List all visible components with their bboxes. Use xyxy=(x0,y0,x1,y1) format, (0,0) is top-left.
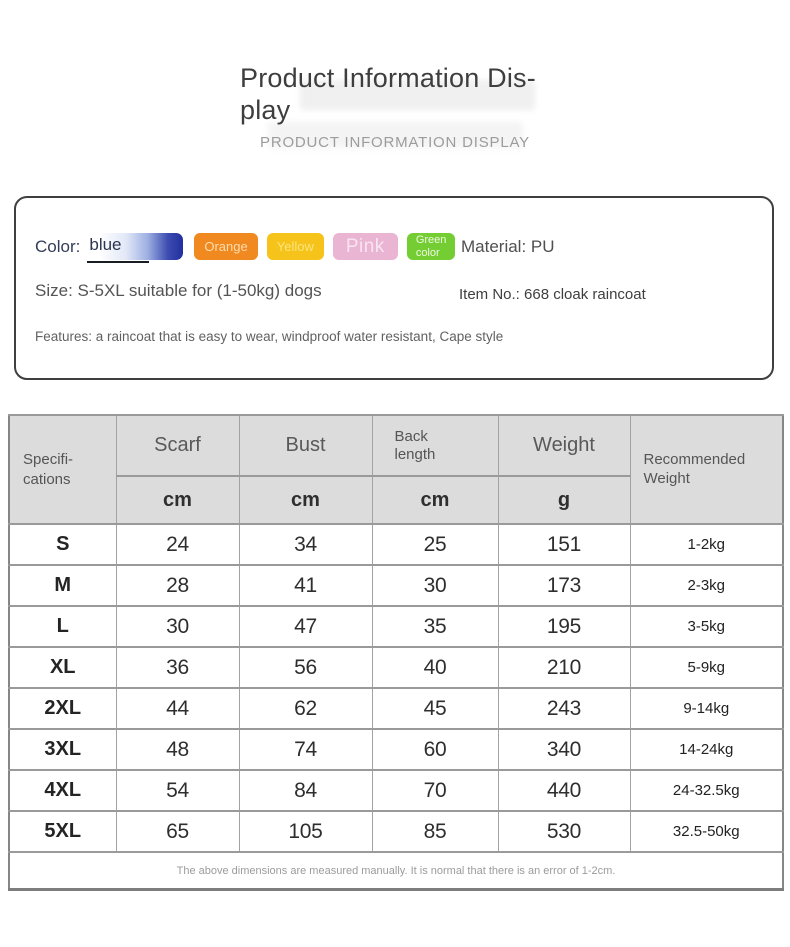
unit-scarf: cm xyxy=(115,475,240,525)
scarf-value: 48 xyxy=(115,728,240,771)
size-chart-table: Specifi- cations Scarf Bust Back length … xyxy=(8,414,784,891)
color-badge-pink: Pink xyxy=(332,233,398,260)
product-info-box xyxy=(14,196,774,380)
color-swatch-blue: blue xyxy=(87,233,185,263)
weight-value: 340 xyxy=(497,728,631,771)
table-row-5xl: 5XL 65 105 85 530 32.5-50kg xyxy=(8,810,784,853)
back-length-value: 35 xyxy=(371,605,499,648)
header-back-length: Back length xyxy=(371,414,499,477)
watermark-artifact xyxy=(300,80,535,110)
back-length-value: 25 xyxy=(371,523,499,566)
material-text: Material: PU xyxy=(461,237,555,256)
size-label: M xyxy=(8,564,117,607)
recommended-weight-value: 1-2kg xyxy=(629,523,784,566)
back-length-value: 40 xyxy=(371,646,499,689)
bust-value: 84 xyxy=(238,769,373,812)
table-row-l: L 30 47 35 195 3-5kg xyxy=(8,605,784,648)
table-units-row: cm cm cm g xyxy=(9,475,783,525)
header-bust: Bust xyxy=(238,414,373,477)
recommended-weight-value: 5-9kg xyxy=(629,646,784,689)
bust-value: 105 xyxy=(238,810,373,853)
size-label: 2XL xyxy=(8,687,117,730)
scarf-value: 65 xyxy=(115,810,240,853)
weight-value: 173 xyxy=(497,564,631,607)
unit-weight: g xyxy=(497,475,631,525)
color-badge-orange: Orange xyxy=(194,233,258,260)
page-subtitle: PRODUCT INFORMATION DISPLAY xyxy=(260,134,530,151)
scarf-value: 44 xyxy=(115,687,240,730)
item-no-text: Item No.: 668 cloak raincoat xyxy=(459,286,646,303)
table-row-m: M 28 41 30 173 2-3kg xyxy=(8,564,784,607)
weight-value: 195 xyxy=(497,605,631,648)
unit-back-length: cm xyxy=(371,475,499,525)
color-value-blue: blue xyxy=(89,235,122,254)
recommended-weight-value: 32.5-50kg xyxy=(629,810,784,853)
back-length-value: 30 xyxy=(371,564,499,607)
table-header-row: Specifi- cations Scarf Bust Back length … xyxy=(8,414,784,525)
size-text: Size: S-5XL suitable for (1-50kg) dogs xyxy=(35,281,322,300)
weight-value: 210 xyxy=(497,646,631,689)
table-footnote-row: The above dimensions are measured manual… xyxy=(8,851,784,891)
recommended-weight-value: 24-32.5kg xyxy=(629,769,784,812)
scarf-value: 36 xyxy=(115,646,240,689)
page-title: Product Information Dis- play xyxy=(240,63,536,126)
size-label: 3XL xyxy=(8,728,117,771)
back-length-value: 85 xyxy=(371,810,499,853)
back-length-value: 60 xyxy=(371,728,499,771)
header-recommended-weight: Recommended Weight xyxy=(629,414,784,525)
bust-value: 34 xyxy=(238,523,373,566)
size-label: S xyxy=(8,523,117,566)
table-row-4xl: 4XL 54 84 70 440 24-32.5kg xyxy=(8,769,784,812)
blue-gradient-swatch xyxy=(99,233,184,260)
weight-value: 440 xyxy=(497,769,631,812)
recommended-weight-value: 2-3kg xyxy=(629,564,784,607)
back-length-value: 45 xyxy=(371,687,499,730)
bust-value: 41 xyxy=(238,564,373,607)
watermark-artifact xyxy=(268,122,523,148)
bust-value: 62 xyxy=(238,687,373,730)
weight-value: 243 xyxy=(497,687,631,730)
size-label: 4XL xyxy=(8,769,117,812)
header-weight: Weight xyxy=(497,414,631,477)
color-options-row: Color: blue Orange Yellow Pink Green col… xyxy=(35,233,456,263)
table-footnote: The above dimensions are measured manual… xyxy=(8,851,784,891)
recommended-weight-value: 9-14kg xyxy=(629,687,784,730)
recommended-weight-value: 14-24kg xyxy=(629,728,784,771)
color-badge-yellow: Yellow xyxy=(266,233,324,260)
scarf-value: 24 xyxy=(115,523,240,566)
size-label: 5XL xyxy=(8,810,117,853)
table-row-2xl: 2XL 44 62 45 243 9-14kg xyxy=(8,687,784,730)
size-label: L xyxy=(8,605,117,648)
header-specifications: Specifi- cations xyxy=(8,414,117,525)
back-length-value: 70 xyxy=(371,769,499,812)
table-row-xl: XL 36 56 40 210 5-9kg xyxy=(8,646,784,689)
scarf-value: 28 xyxy=(115,564,240,607)
size-label: XL xyxy=(8,646,117,689)
bust-value: 74 xyxy=(238,728,373,771)
color-label: Color: xyxy=(35,236,81,256)
color-badge-green: Green color xyxy=(406,233,456,260)
scarf-value: 54 xyxy=(115,769,240,812)
weight-value: 530 xyxy=(497,810,631,853)
table-row-3xl: 3XL 48 74 60 340 14-24kg xyxy=(8,728,784,771)
table-row-s: S 24 34 25 151 1-2kg xyxy=(8,523,784,566)
recommended-weight-value: 3-5kg xyxy=(629,605,784,648)
features-text: Features: a raincoat that is easy to wea… xyxy=(35,329,504,344)
scarf-value: 30 xyxy=(115,605,240,648)
bust-value: 56 xyxy=(238,646,373,689)
unit-bust: cm xyxy=(238,475,373,525)
weight-value: 151 xyxy=(497,523,631,566)
header-scarf: Scarf xyxy=(115,414,240,477)
bust-value: 47 xyxy=(238,605,373,648)
